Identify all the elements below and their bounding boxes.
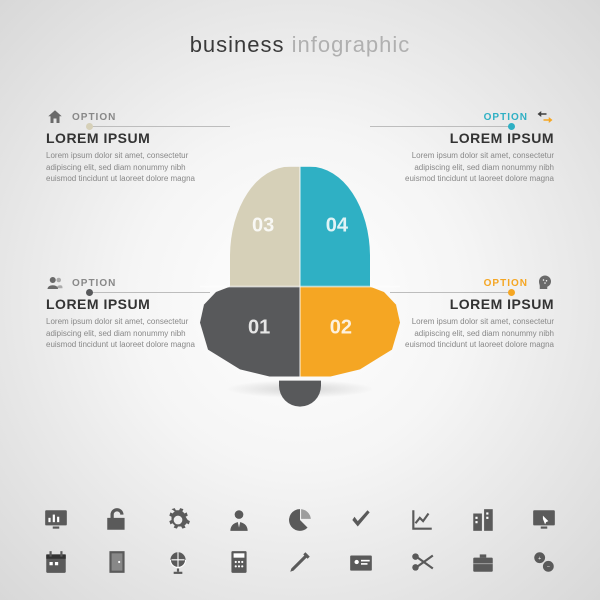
door-icon [101,546,133,578]
id-card-icon [345,546,377,578]
puzzle-divider-h [200,286,400,288]
pie-chart-icon [284,504,316,536]
callout-body: Lorem ipsum dolor sit amet, consectetur … [46,150,216,185]
option-label: OPTION [484,278,528,289]
callout-title: LOREM IPSUM [46,130,216,146]
callout-body: Lorem ipsum dolor sit amet, consectetur … [384,150,554,185]
option-label: OPTION [72,112,116,123]
title-word-1: business [190,32,285,57]
option-label: OPTION [484,112,528,123]
percent-circles-icon: +− [528,546,560,578]
gear-icon [162,504,194,536]
computer-mouse-icon [528,504,560,536]
people-icon [46,274,64,292]
segment-04 [300,167,370,287]
pen-icon [284,546,316,578]
globe-stand-icon [162,546,194,578]
callout-01: OPTION LOREM IPSUM Lorem ipsum dolor sit… [46,274,216,351]
home-icon [46,108,64,126]
buildings-icon [467,504,499,536]
scissors-icon [406,546,438,578]
page-title: business infographic [0,0,600,58]
option-label: OPTION [72,278,116,289]
callout-title: LOREM IPSUM [384,296,554,312]
svg-text:−: − [547,565,550,571]
briefcase-icon [467,546,499,578]
arrows-icon [536,108,554,126]
checkmark-icon [345,504,377,536]
calculator-icon [223,546,255,578]
callout-body: Lorem ipsum dolor sit amet, consectetur … [46,316,216,351]
callout-title: LOREM IPSUM [46,296,216,312]
bell-clapper [279,381,321,407]
callout-04: OPTION LOREM IPSUM Lorem ipsum dolor sit… [384,108,554,185]
callout-body: Lorem ipsum dolor sit amet, consectetur … [384,316,554,351]
lock-open-icon [101,504,133,536]
head-network-icon [536,274,554,292]
callout-03: OPTION LOREM IPSUM Lorem ipsum dolor sit… [46,108,216,185]
footer-icon-grid: +− [40,504,560,578]
puzzle-divider-v [299,167,301,377]
callout-title: LOREM IPSUM [384,130,554,146]
calendar-icon [40,546,72,578]
title-word-2: infographic [292,32,411,57]
bell-puzzle [200,167,400,397]
segment-03 [230,167,300,287]
callout-02: OPTION LOREM IPSUM Lorem ipsum dolor sit… [384,274,554,351]
svg-text:+: + [538,556,541,562]
monitor-chart-icon [40,504,72,536]
businessman-icon [223,504,255,536]
line-chart-icon [406,504,438,536]
